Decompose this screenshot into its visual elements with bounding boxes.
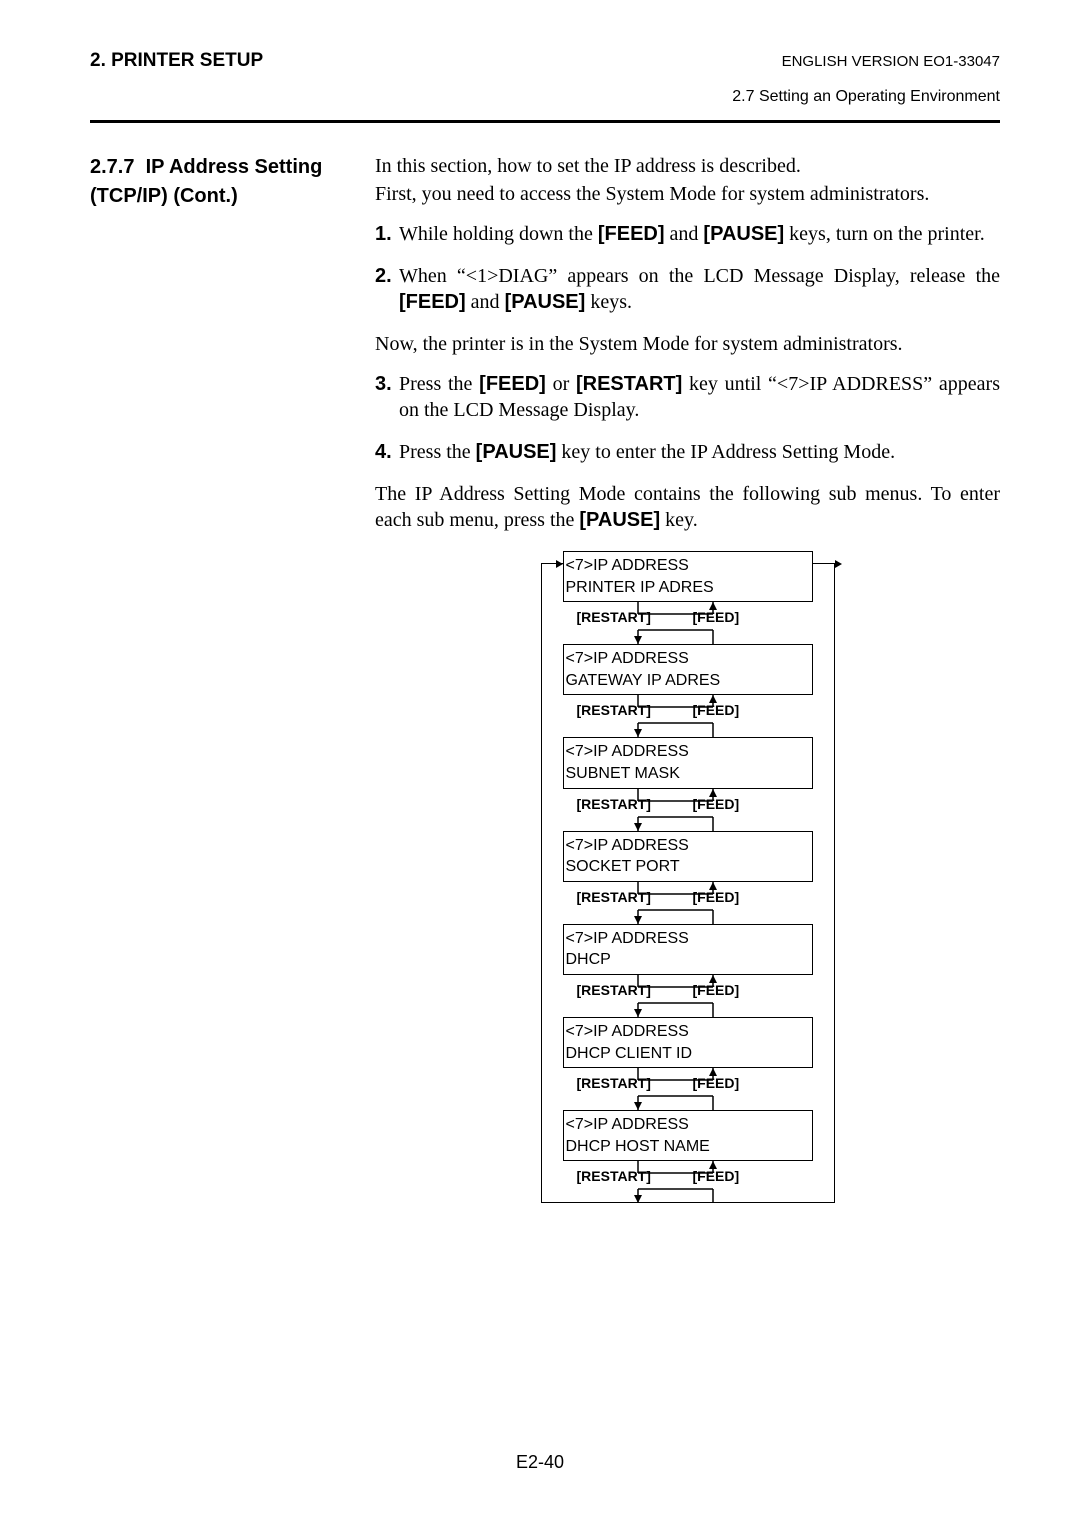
flow-connector: [RESTART] [FEED] <box>563 1068 813 1110</box>
header-right-line1: ENGLISH VERSION EO1-33047 <box>732 53 1000 70</box>
step-text: key to enter the IP Address Setting Mode… <box>561 441 895 463</box>
step-text: When “<1>DIAG” appears on the LCD Messag… <box>399 265 1000 287</box>
section-title-line2: (TCP/IP) (Cont.) <box>90 185 238 207</box>
flow-entry-arrow-left <box>541 563 563 564</box>
step-text: and <box>471 291 505 313</box>
key-pause: [PAUSE] <box>703 223 784 245</box>
header-rule <box>90 120 1000 123</box>
flow-box-line2: PRINTER IP ADRES <box>566 577 810 599</box>
flow-box-subnet-mask: <7>IP ADDRESS SUBNET MASK <box>563 737 813 788</box>
flow-box-dhcp-client-id: <7>IP ADDRESS DHCP CLIENT ID <box>563 1017 813 1068</box>
flow-connector: [RESTART] [FEED] <box>563 975 813 1017</box>
flow-box-line1: <7>IP ADDRESS <box>566 928 810 950</box>
key-feed: [FEED] <box>479 373 546 395</box>
flow-arrows-icon <box>563 1161 763 1203</box>
flow-box-line2: DHCP <box>566 949 810 971</box>
flow-box-line1: <7>IP ADDRESS <box>566 555 810 577</box>
step-text: While holding down the <box>399 223 598 245</box>
para-after: The IP Address Setting Mode contains the… <box>375 481 1000 533</box>
step-num: 3. <box>375 371 399 423</box>
flow-box-gateway-ip: <7>IP ADDRESS GATEWAY IP ADRES <box>563 644 813 695</box>
step-text: keys, turn on the printer. <box>789 223 985 245</box>
step-4: 4. Press the [PAUSE] key to enter the IP… <box>375 439 1000 465</box>
section-title-line1: IP Address Setting <box>146 156 323 178</box>
note-text: Now, the printer is in the System Mode f… <box>375 331 1000 357</box>
flow-arrows-icon <box>563 695 763 737</box>
intro-p2: First, you need to access the System Mod… <box>375 181 1000 207</box>
step-text: Press the <box>399 373 479 395</box>
header-left: 2. PRINTER SETUP <box>90 50 263 72</box>
flow-connector: [RESTART] [FEED] <box>563 602 813 644</box>
flow-box-line2: DHCP CLIENT ID <box>566 1043 810 1065</box>
flow-arrows-icon <box>563 882 763 924</box>
flow-box-printer-ip: <7>IP ADDRESS PRINTER IP ADRES <box>563 551 813 602</box>
flow-diagram: <7>IP ADDRESS PRINTER IP ADRES [RESTART]… <box>563 551 813 1203</box>
flow-box-line2: SUBNET MASK <box>566 763 810 785</box>
flow-box-socket-port: <7>IP ADDRESS SOCKET PORT <box>563 831 813 882</box>
step-3: 3. Press the [FEED] or [RESTART] key unt… <box>375 371 1000 423</box>
flow-box-line1: <7>IP ADDRESS <box>566 1021 810 1043</box>
step-text: and <box>670 223 704 245</box>
step-2: 2. When “<1>DIAG” appears on the LCD Mes… <box>375 263 1000 315</box>
step-text: or <box>553 373 576 395</box>
step-text: Press the <box>399 441 476 463</box>
flow-connector: [RESTART] [FEED] <box>563 1161 813 1203</box>
flow-rail-left <box>541 563 542 1203</box>
flow-box-dhcp: <7>IP ADDRESS DHCP <box>563 924 813 975</box>
flow-box-dhcp-host-name: <7>IP ADDRESS DHCP HOST NAME <box>563 1110 813 1161</box>
step-1: 1. While holding down the [FEED] and [PA… <box>375 221 1000 247</box>
key-pause: [PAUSE] <box>476 441 557 463</box>
flow-box-line2: DHCP HOST NAME <box>566 1136 810 1158</box>
step-text: keys. <box>590 291 632 313</box>
flow-box-line1: <7>IP ADDRESS <box>566 648 810 670</box>
flow-connector: [RESTART] [FEED] <box>563 882 813 924</box>
flow-box-line2: GATEWAY IP ADRES <box>566 670 810 692</box>
flow-connector: [RESTART] [FEED] <box>563 789 813 831</box>
flow-box-line1: <7>IP ADDRESS <box>566 835 810 857</box>
section-heading: 2.7.7 IP Address Setting (TCP/IP) (Cont.… <box>90 153 345 211</box>
key-feed: [FEED] <box>598 223 665 245</box>
flow-rail-right <box>834 563 835 1203</box>
step-num: 1. <box>375 221 399 247</box>
section-number: 2.7.7 <box>90 156 134 178</box>
flow-connector: [RESTART] [FEED] <box>563 695 813 737</box>
intro-p1: In this section, how to set the IP addre… <box>375 153 1000 179</box>
flow-box-line2: SOCKET PORT <box>566 856 810 878</box>
step-num: 2. <box>375 263 399 315</box>
flow-arrows-icon <box>563 975 763 1017</box>
para-text: key. <box>665 509 698 531</box>
step-num: 4. <box>375 439 399 465</box>
key-pause: [PAUSE] <box>505 291 586 313</box>
flow-box-line1: <7>IP ADDRESS <box>566 741 810 763</box>
key-pause: [PAUSE] <box>579 509 660 531</box>
page-number: E2-40 <box>0 1452 1080 1473</box>
flow-arrows-icon <box>563 602 763 644</box>
header-right-line2: 2.7 Setting an Operating Environment <box>732 88 1000 106</box>
flow-arrows-icon <box>563 789 763 831</box>
key-restart: [RESTART] <box>576 373 682 395</box>
flow-box-line1: <7>IP ADDRESS <box>566 1114 810 1136</box>
key-feed: [FEED] <box>399 291 466 313</box>
flow-exit-arrow-right <box>813 563 835 564</box>
flow-arrows-icon <box>563 1068 763 1110</box>
